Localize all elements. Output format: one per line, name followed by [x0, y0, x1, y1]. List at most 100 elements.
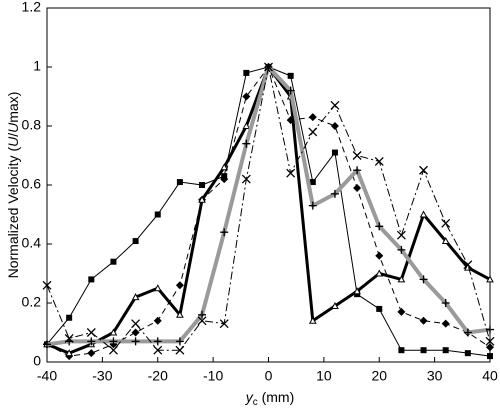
- marker: [131, 337, 140, 346]
- marker: [308, 113, 317, 122]
- marker: [110, 258, 117, 265]
- marker: [197, 316, 207, 326]
- x-tick-label: 30: [427, 368, 443, 384]
- y-label-part: /: [5, 133, 21, 137]
- y-label-part: max): [5, 92, 21, 123]
- series-line: [46, 66, 491, 351]
- marker: [396, 230, 406, 240]
- marker: [441, 237, 450, 245]
- marker: [109, 337, 118, 346]
- marker: [419, 316, 428, 325]
- marker: [153, 284, 162, 292]
- y-label-part: U: [5, 122, 21, 133]
- marker: [286, 168, 296, 178]
- y-axis-label: Normalized Velocity (U/Umax): [5, 92, 21, 279]
- marker: [486, 275, 494, 283]
- marker: [42, 280, 52, 290]
- x-tick-label: 20: [371, 368, 387, 384]
- marker: [88, 276, 95, 283]
- marker: [43, 340, 51, 349]
- marker: [198, 195, 206, 203]
- y-label-part: U: [5, 136, 21, 147]
- marker: [64, 333, 74, 343]
- marker: [198, 310, 207, 319]
- marker: [132, 238, 139, 245]
- marker: [463, 260, 473, 270]
- marker: [87, 337, 96, 346]
- y-tick-label: 0.4: [22, 235, 42, 251]
- marker: [176, 179, 183, 186]
- marker: [486, 343, 494, 352]
- marker: [242, 92, 251, 101]
- marker: [464, 350, 471, 357]
- marker: [65, 349, 73, 357]
- y-label-part: Normalized Velocity (: [5, 147, 21, 279]
- marker: [264, 62, 273, 72]
- marker: [220, 228, 229, 237]
- x-label-part: c: [253, 397, 258, 408]
- y-tick-label: 0: [33, 353, 41, 369]
- marker: [419, 210, 428, 218]
- marker: [175, 281, 184, 290]
- x-axis-label: yc (mm): [245, 389, 295, 408]
- marker: [243, 69, 250, 76]
- marker: [219, 319, 229, 329]
- x-tick-label: -10: [203, 368, 223, 384]
- marker: [353, 287, 361, 295]
- x-tick-label: 0: [265, 368, 273, 384]
- marker: [242, 139, 251, 148]
- marker: [108, 345, 118, 355]
- marker: [397, 245, 406, 254]
- x-tick-label: -20: [148, 368, 168, 384]
- x-tick-label: -30: [92, 368, 112, 384]
- marker: [286, 86, 295, 95]
- marker: [287, 72, 294, 79]
- marker: [420, 347, 427, 354]
- marker: [66, 314, 73, 321]
- marker: [220, 175, 229, 184]
- marker: [109, 328, 118, 336]
- marker: [486, 325, 494, 334]
- marker: [463, 328, 472, 337]
- marker: [330, 100, 340, 110]
- marker: [153, 337, 162, 346]
- x-label-part: y: [245, 389, 254, 405]
- series-line: [46, 65, 491, 355]
- marker: [353, 166, 362, 175]
- marker: [175, 337, 184, 346]
- x-tick-label: 40: [482, 368, 498, 384]
- marker: [308, 316, 317, 324]
- marker: [86, 328, 96, 337]
- marker: [374, 156, 384, 166]
- marker: [375, 251, 384, 260]
- marker: [131, 328, 140, 337]
- marker: [441, 299, 450, 307]
- marker: [487, 353, 493, 360]
- x-tick-label: -40: [37, 368, 57, 384]
- marker: [220, 163, 229, 171]
- marker: [309, 179, 316, 186]
- marker: [131, 293, 140, 301]
- x-label-part: (mm): [258, 389, 295, 405]
- marker: [308, 201, 317, 210]
- marker: [375, 222, 384, 231]
- marker: [375, 269, 384, 277]
- marker: [376, 305, 383, 312]
- y-tick-label: 0.2: [22, 294, 42, 310]
- marker: [175, 345, 185, 355]
- marker: [353, 183, 362, 192]
- y-tick-label: 0.8: [22, 117, 42, 133]
- series-line: [46, 65, 491, 347]
- marker: [308, 127, 318, 137]
- marker: [153, 316, 162, 325]
- marker: [242, 121, 251, 129]
- marker: [398, 347, 405, 354]
- marker: [131, 319, 141, 329]
- marker: [331, 301, 339, 309]
- marker: [330, 189, 339, 198]
- marker: [241, 174, 251, 184]
- x-tick-label: 10: [316, 368, 332, 384]
- marker: [397, 275, 406, 283]
- marker: [442, 347, 449, 354]
